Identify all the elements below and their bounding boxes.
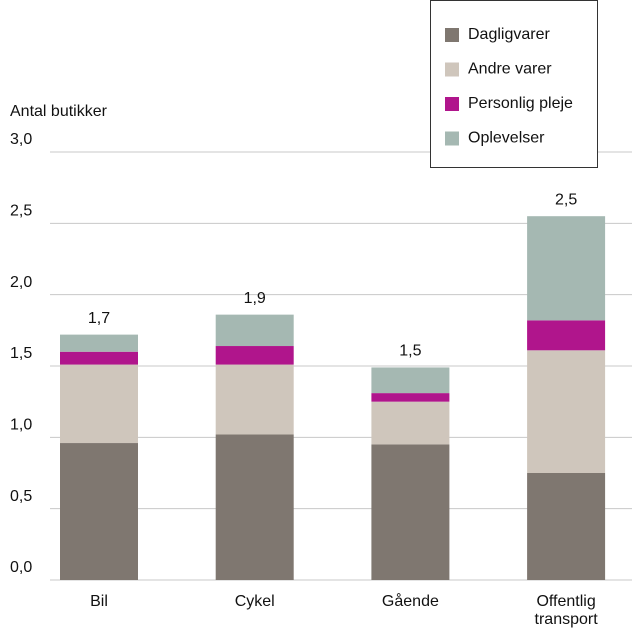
bar-segment [60, 364, 138, 444]
y-tick-label: 1,5 [10, 345, 32, 362]
legend-label: Personlig pleje [468, 95, 573, 112]
y-tick-label: 0,5 [10, 488, 32, 505]
total-label: 1,7 [88, 310, 110, 327]
y-tick-label: 2,5 [10, 203, 32, 220]
bar-segment [60, 351, 138, 365]
bar-segment [215, 314, 294, 347]
bar-segment [527, 216, 606, 321]
total-label: 1,9 [244, 290, 266, 307]
y-tick-label: 0,0 [10, 559, 32, 576]
bar-segment [527, 320, 606, 351]
bar-segment [60, 334, 138, 352]
legend-label: Andre varer [468, 61, 552, 78]
bar-segment [527, 473, 606, 580]
bar-segment [215, 434, 294, 580]
bar-segment [60, 443, 138, 580]
bar-segment [527, 350, 606, 473]
y-tick-label: 2,0 [10, 274, 32, 291]
x-tick-label: Bil [90, 593, 108, 610]
bar-segment [371, 367, 450, 394]
bar-segment [371, 393, 450, 402]
total-label: 1,5 [399, 343, 421, 360]
y-tick-label: 1,0 [10, 417, 32, 434]
x-tick-label: Gående [382, 592, 439, 610]
legend-label: Oplevelser [468, 130, 545, 147]
total-label: 2,5 [555, 191, 577, 208]
bar-segment [215, 346, 294, 365]
legend-swatch [445, 62, 459, 77]
bar-segment [215, 364, 294, 435]
legend-swatch [445, 28, 459, 42]
legend-label: Dagligvarer [468, 26, 550, 43]
legend-swatch [445, 131, 459, 146]
y-axis-label: Antal butikker [10, 103, 108, 120]
bar-segment [371, 401, 450, 445]
legend-swatch [445, 97, 459, 111]
x-tick-label: Cykel [235, 593, 275, 610]
x-tick-label: Offentlig transport [535, 593, 599, 628]
bar-segment [371, 444, 450, 580]
y-tick-label: 3,0 [10, 131, 32, 148]
